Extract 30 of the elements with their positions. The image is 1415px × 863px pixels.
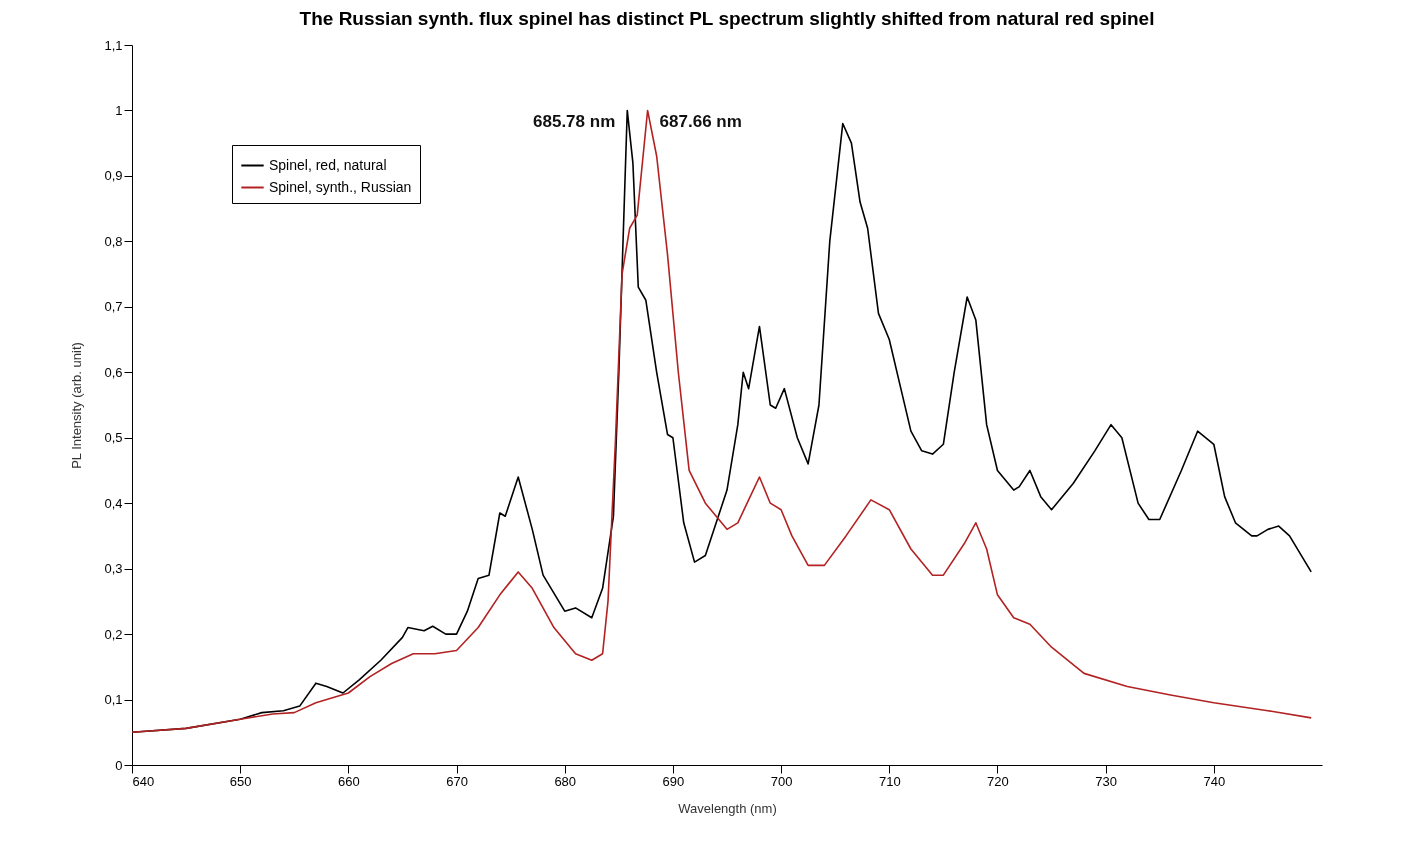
y-tick-label: 0,4 <box>104 495 123 511</box>
y-tick-label: 0,3 <box>104 561 123 577</box>
y-tick-label: 0,5 <box>104 430 123 446</box>
annotation: 687.66 nm <box>659 112 742 132</box>
y-tick-label: 0 <box>115 757 123 773</box>
x-axis-title: Wavelength (nm) <box>678 800 777 816</box>
chart-title: The Russian synth. flux spinel has distinct PL spectrum slightly shifted from natural red spinel <box>299 8 1155 29</box>
x-tick-label: 670 <box>446 773 468 789</box>
x-tick-label: 690 <box>662 773 685 789</box>
y-tick-label: 0,6 <box>104 364 123 380</box>
y-tick-label: 0,1 <box>104 692 123 708</box>
y-tick-label: 0,2 <box>104 626 123 642</box>
y-axis-title: PL Intensity (arb. unit) <box>69 342 85 469</box>
x-tick-label: 640 <box>132 773 155 789</box>
x-tick-label: 710 <box>878 773 901 789</box>
x-tick-label: 680 <box>554 773 577 789</box>
x-tick-label: 700 <box>770 773 793 789</box>
legend-label: Spinel, red, natural <box>269 156 387 173</box>
x-tick-label: 650 <box>229 773 252 789</box>
x-tick-label: 660 <box>338 773 360 789</box>
y-tick-label: 1,1 <box>104 37 123 53</box>
legend-label: Spinel, synth., Russian <box>269 178 412 195</box>
y-tick-label: 0,7 <box>104 299 123 315</box>
x-tick-label: 740 <box>1203 773 1226 789</box>
y-tick-label: 1 <box>115 102 123 118</box>
x-tick-label: 720 <box>987 773 1009 789</box>
y-tick-label: 0,9 <box>104 168 123 184</box>
y-tick-label: 0,8 <box>104 233 123 249</box>
x-tick-label: 730 <box>1095 773 1117 789</box>
annotation: 685.78 nm <box>533 112 616 132</box>
